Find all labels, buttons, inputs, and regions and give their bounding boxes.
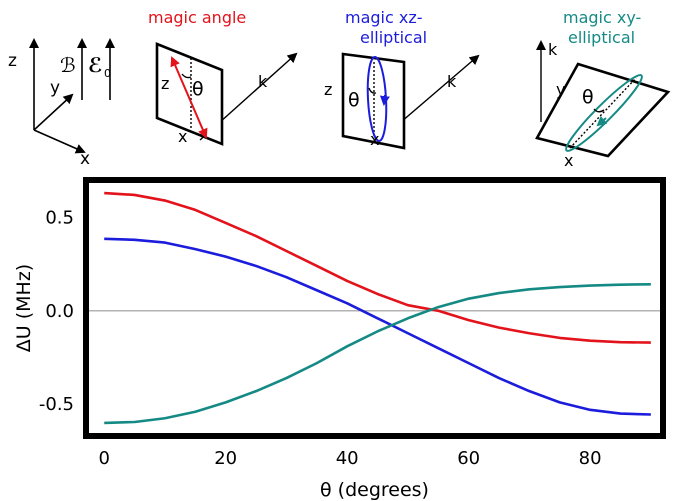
y-axis-title: ΔU (MHz) [13, 264, 35, 352]
magic-xz-title-line2: elliptical [360, 28, 427, 47]
xy-polarization-plane [535, 62, 671, 158]
magic-angle-x-label: x [178, 127, 187, 146]
xz-theta-arc [368, 87, 377, 94]
axes-z-label: z [8, 51, 17, 71]
axes-x-label: x [80, 149, 90, 169]
x-axis [33, 129, 86, 154]
line-chart: 0 20 40 60 80 0.5 0.0 -0.5 θ (degrees) ΔU (MHz… [13, 177, 666, 501]
xy-polarization-ellipse [565, 74, 643, 152]
magic-angle-z-label: z [161, 74, 169, 93]
y-tick-label: -0.5 [39, 394, 74, 415]
theta-arc [181, 73, 192, 79]
magic-xy-x-label: x [564, 151, 573, 170]
magic-angle-theta-label: θ [192, 78, 204, 100]
magic-xz-title-line1: magic xz- [345, 8, 423, 27]
polarization-plane [155, 42, 224, 146]
magic-xy-y-label: y [556, 80, 565, 99]
magic-angle-diagram: magic angle θ z x k [148, 8, 298, 146]
axes-diagram: z y x ℬ ℰ 0 [8, 38, 115, 169]
e-field-subscript: 0 [104, 67, 111, 80]
y-tick-label: 0.0 [45, 301, 74, 322]
xy-theta-arc [593, 108, 605, 113]
y-tick-label: 0.5 [45, 207, 74, 228]
series-line-3 [104, 282, 651, 425]
magic-angle-title: magic angle [148, 8, 246, 27]
magic-xz-z-label: z [324, 80, 332, 99]
magic-xz-theta-label: θ [348, 89, 360, 111]
axes-y-label: y [50, 78, 60, 98]
magic-xz-k-label: k [447, 72, 457, 91]
xz-rotation-arrow [379, 94, 390, 106]
magic-xy-title-line2: elliptical [568, 28, 635, 47]
magic-xz-diagram: magic xz- elliptical θ z x k [324, 8, 480, 150]
e-field-label: ℰ [88, 53, 103, 77]
xz-polarization-plane [341, 52, 406, 150]
xy-projection-line [569, 77, 637, 149]
plot-frame [83, 177, 666, 439]
series-line-2 [104, 237, 651, 416]
magic-xy-title-line1: magic xy- [563, 8, 641, 27]
polarization-arrow [170, 56, 208, 139]
magic-angle-k-label: k [258, 72, 268, 91]
xy-rotation-arrow [596, 115, 608, 127]
magic-xz-x-label: x [370, 130, 379, 149]
series-layer [104, 191, 651, 425]
x-tick-label: 20 [214, 448, 237, 469]
x-tick-label: 0 [98, 448, 109, 469]
y-tick-labels: 0.5 0.0 -0.5 [39, 207, 74, 415]
x-tick-label: 80 [579, 448, 602, 469]
magic-xy-theta-label: θ [582, 86, 594, 108]
x-axis-title: θ (degrees) [320, 479, 429, 501]
series-line-1 [104, 191, 651, 344]
y-axis [33, 93, 74, 131]
b-field-label: ℬ [60, 53, 76, 77]
x-tick-label: 60 [457, 448, 480, 469]
x-tick-label: 40 [336, 448, 359, 469]
magic-xy-k-label: k [548, 40, 558, 59]
x-tick-labels: 0 20 40 60 80 [98, 448, 601, 469]
magic-xy-diagram: magic xy- elliptical θ y x k [535, 8, 671, 170]
